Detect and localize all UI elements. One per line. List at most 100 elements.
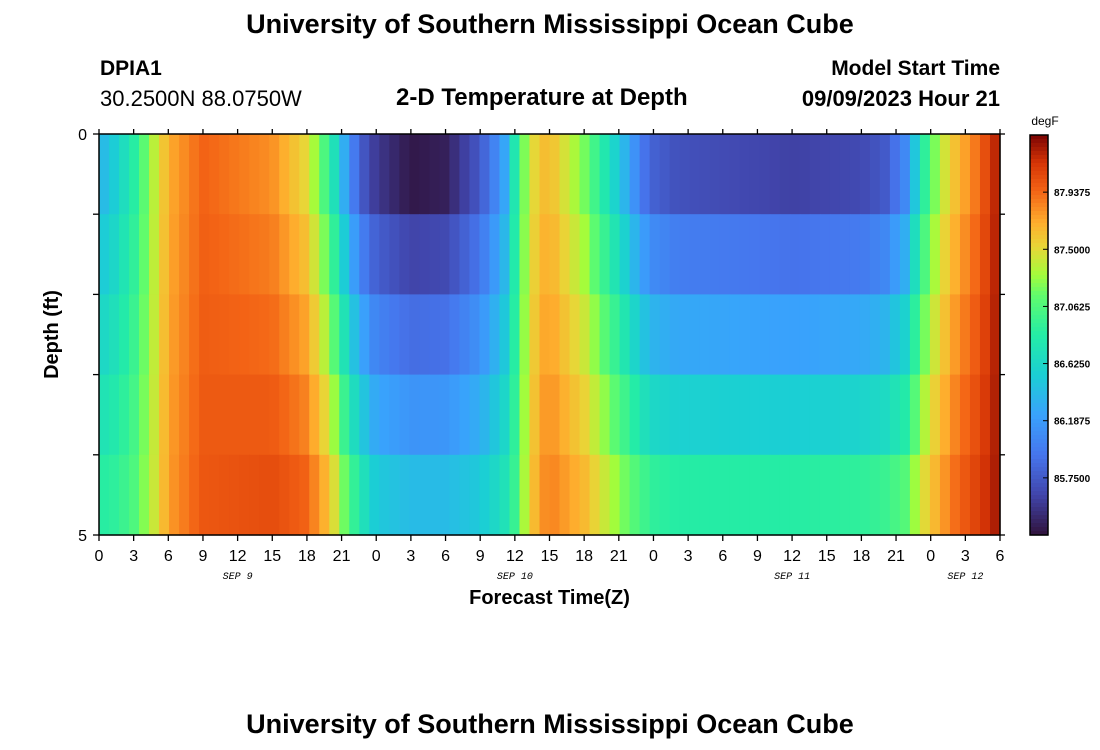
heatmap-cell bbox=[899, 454, 911, 536]
heatmap-cell bbox=[909, 374, 921, 456]
heatmap-cell bbox=[439, 134, 450, 215]
x-day-label: SEP 12 bbox=[947, 572, 983, 583]
heatmap-cell bbox=[179, 454, 190, 536]
heatmap-cell bbox=[229, 134, 240, 215]
colorbar-segment bbox=[1030, 231, 1048, 236]
heatmap-cell bbox=[209, 294, 220, 376]
heatmap-cell bbox=[739, 134, 751, 215]
heatmap-cell bbox=[249, 454, 260, 536]
heatmap-cell bbox=[689, 454, 701, 536]
y-tick-label: 5 bbox=[78, 528, 87, 545]
heatmap-cell bbox=[309, 454, 320, 536]
colorbar-segment bbox=[1030, 299, 1048, 304]
heatmap-cell bbox=[719, 134, 731, 215]
heatmap-cell bbox=[969, 214, 981, 295]
x-day-label: SEP 11 bbox=[774, 572, 810, 583]
y-axis-label: Depth (ft) bbox=[41, 290, 63, 379]
colorbar-tick-label: 85.7500 bbox=[1054, 474, 1091, 485]
heatmap-cell bbox=[379, 294, 390, 376]
heatmap-cell bbox=[449, 214, 460, 295]
heatmap-cell bbox=[739, 294, 751, 376]
heatmap-cell bbox=[199, 454, 210, 536]
heatmap-cell bbox=[359, 214, 370, 295]
heatmap-cell bbox=[399, 134, 410, 215]
heatmap-cell bbox=[899, 374, 911, 456]
heatmap-cell bbox=[639, 214, 651, 295]
heatmap-cell bbox=[949, 294, 961, 376]
heatmap-cell bbox=[119, 294, 130, 376]
heatmap-cell bbox=[299, 294, 310, 376]
colorbar-segment bbox=[1030, 235, 1048, 240]
heatmap-cell bbox=[989, 374, 1001, 456]
heatmap-cell bbox=[349, 214, 360, 295]
heatmap-cell bbox=[259, 454, 270, 536]
heatmap-cell bbox=[659, 454, 671, 536]
heatmap-cell bbox=[589, 214, 601, 295]
heatmap-cell bbox=[449, 374, 460, 456]
colorbar-segment bbox=[1030, 359, 1048, 364]
heatmap-cells bbox=[99, 134, 1001, 536]
heatmap-cell bbox=[259, 294, 270, 376]
colorbar-segment bbox=[1030, 239, 1048, 244]
heatmap-cell bbox=[499, 294, 511, 376]
colorbar-segment bbox=[1030, 527, 1048, 532]
colorbar-segment bbox=[1030, 191, 1048, 196]
heatmap-cell bbox=[819, 214, 831, 295]
heatmap-cell bbox=[129, 374, 140, 456]
heatmap-cell bbox=[809, 454, 821, 536]
heatmap-cell bbox=[789, 214, 801, 295]
heatmap-cell bbox=[159, 214, 170, 295]
heatmap-cell bbox=[929, 454, 941, 536]
heatmap-cell bbox=[579, 374, 591, 456]
colorbar-segment bbox=[1030, 155, 1048, 160]
heatmap-cell bbox=[259, 134, 270, 215]
heatmap-cell bbox=[529, 214, 541, 295]
heatmap-cell bbox=[479, 134, 491, 215]
heatmap-cell bbox=[719, 214, 731, 295]
heatmap-cell bbox=[139, 134, 150, 215]
colorbar-segment bbox=[1030, 147, 1048, 152]
heatmap-cell bbox=[939, 374, 951, 456]
x-tick-label: 9 bbox=[753, 548, 762, 565]
heatmap-cell bbox=[369, 454, 380, 536]
heatmap-cell bbox=[459, 134, 471, 215]
heatmap-cell bbox=[679, 294, 691, 376]
heatmap-cell bbox=[489, 214, 501, 295]
heatmap-cell bbox=[569, 214, 581, 295]
x-tick-label: 9 bbox=[199, 548, 208, 565]
colorbar-segment bbox=[1030, 315, 1048, 320]
heatmap-cell bbox=[119, 374, 130, 456]
heatmap-cell bbox=[359, 134, 370, 215]
heatmap-cell bbox=[519, 454, 531, 536]
colorbar-segment bbox=[1030, 203, 1048, 208]
colorbar-tick-label: 87.9375 bbox=[1054, 188, 1091, 199]
colorbar-segment bbox=[1030, 343, 1048, 348]
heatmap-cell bbox=[599, 214, 611, 295]
heatmap-cell bbox=[419, 134, 430, 215]
heatmap-cell bbox=[879, 134, 891, 215]
heatmap-cell bbox=[739, 454, 751, 536]
heatmap-cell bbox=[829, 374, 841, 456]
heatmap-cell bbox=[839, 134, 851, 215]
heatmap-cell bbox=[889, 454, 901, 536]
colorbar-segment bbox=[1030, 135, 1048, 140]
heatmap-cell bbox=[759, 214, 771, 295]
heatmap-cell bbox=[679, 454, 691, 536]
heatmap-cell bbox=[219, 134, 230, 215]
heatmap-cell bbox=[539, 374, 551, 456]
colorbar-segment bbox=[1030, 335, 1048, 340]
heatmap-cell bbox=[559, 454, 571, 536]
colorbar-segment bbox=[1030, 507, 1048, 512]
heatmap-cell bbox=[899, 134, 911, 215]
heatmap-cell bbox=[499, 214, 511, 295]
heatmap-cell bbox=[279, 134, 290, 215]
heatmap-cell bbox=[269, 374, 280, 456]
heatmap-cell bbox=[789, 454, 801, 536]
colorbar-segment bbox=[1030, 215, 1048, 220]
heatmap-cell bbox=[289, 374, 300, 456]
heatmap-cell bbox=[159, 454, 170, 536]
colorbar-segment bbox=[1030, 275, 1048, 280]
colorbar-segment bbox=[1030, 479, 1048, 484]
heatmap-cell bbox=[869, 294, 881, 376]
heatmap-cell bbox=[499, 454, 511, 536]
